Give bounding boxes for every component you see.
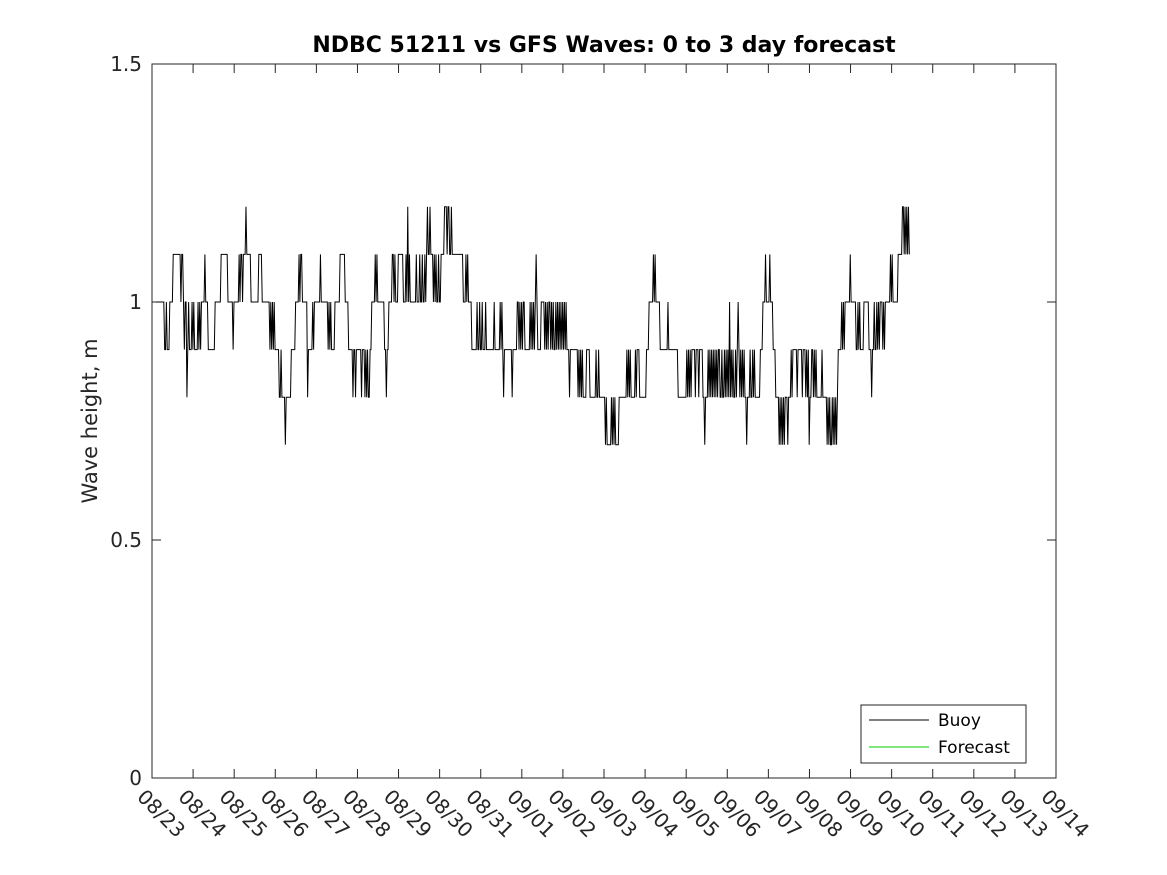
legend-forecast-label: Forecast (938, 738, 1010, 758)
y-tick-label: 1.5 (110, 52, 142, 76)
chart-title: NDBC 51211 vs GFS Waves: 0 to 3 day fore… (312, 33, 896, 58)
y-tick-labels: 0 0.5 1 1.5 (110, 52, 142, 790)
legend-box (860, 704, 1027, 764)
y-tick-label: 0 (129, 766, 142, 790)
legend: Buoy Forecast (860, 704, 1027, 764)
legend-buoy-label: Buoy (938, 711, 981, 731)
plot-area (152, 64, 1056, 778)
y-tick-label: 0.5 (110, 528, 142, 552)
series-line-buoy (156, 206, 910, 446)
axes-box (151, 63, 1057, 779)
y-axis-label: Wave height, m (78, 338, 102, 503)
y-tick-label: 1 (129, 290, 142, 314)
series-layer (156, 206, 910, 446)
